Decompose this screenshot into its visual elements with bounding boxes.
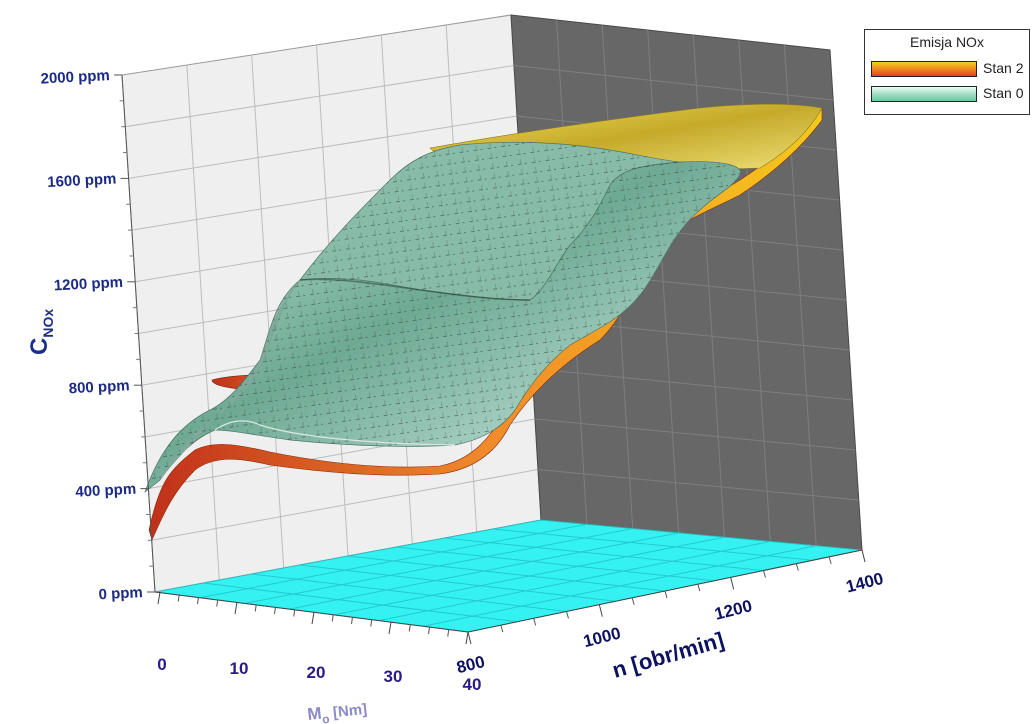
- side-grid-h: [534, 418, 856, 451]
- floor-grid-b: [299, 564, 616, 602]
- m-minor-tick: [197, 596, 199, 605]
- legend-item-stan-2: Stan 2: [871, 60, 1031, 77]
- n-minor-tick: [828, 556, 832, 564]
- floor-grid-b: [251, 573, 567, 612]
- m-tick-label: 10: [230, 659, 249, 678]
- m-tick-mark: [465, 631, 469, 645]
- m-tick-label: 20: [307, 663, 326, 682]
- z-tick-label: 1200 ppm: [53, 274, 123, 295]
- z-axis-title: CNOx: [26, 309, 56, 355]
- n-tick-mark: [861, 549, 866, 563]
- n-minor-tick: [566, 611, 569, 619]
- legend-label-stan-0: Stan 0: [983, 85, 1024, 101]
- floor-grid-b: [203, 582, 518, 623]
- floor-grid-b: [444, 537, 764, 571]
- n-minor-tick: [795, 563, 799, 571]
- floor-grid-b: [347, 555, 666, 592]
- n-tick-mark: [598, 604, 603, 617]
- z-axis-title-sub: NOx: [40, 309, 56, 338]
- z-tick-label: 2000 ppm: [40, 67, 110, 88]
- m-minor-tick: [331, 614, 334, 622]
- legend-item-stan-0: Stan 0: [871, 85, 1031, 102]
- n-minor-tick: [500, 625, 504, 633]
- floor-grid-b: [396, 546, 715, 582]
- m-axis-title-sub: o: [321, 712, 330, 724]
- m-minor-tick: [177, 594, 180, 602]
- z-axis-title-main: C: [26, 338, 53, 355]
- legend-swatch-stan-2: [871, 61, 977, 77]
- z-tick-label: 0 ppm: [98, 584, 143, 603]
- m-axis-title-unit: [Nm]: [328, 701, 368, 722]
- legend: Emisja NOx Stan 2 Stan 0: [864, 29, 1030, 115]
- n-tick-label: 1200: [713, 596, 754, 624]
- legend-swatch-stan-0: [871, 86, 977, 102]
- m-minor-tick: [274, 606, 276, 615]
- m-tick-mark: [388, 621, 392, 635]
- n-tick-label: 800: [455, 652, 487, 677]
- m-minor-tick: [447, 629, 450, 637]
- n-tick-label: 1000: [581, 624, 622, 652]
- m-axis-title-main: M: [306, 704, 322, 724]
- z-tick-label: 800 ppm: [68, 377, 130, 397]
- m-tick-mark: [234, 601, 238, 615]
- surface-stan-0: [144, 141, 741, 494]
- n-axis-title: n [obr/min]: [609, 627, 726, 683]
- z-tick-label: 400 ppm: [75, 481, 137, 501]
- z-axis: 0 ppm 400 ppm 800 ppm 1200 ppm 1600 ppm 2000 …: [40, 67, 156, 603]
- legend-title: Emisja NOx: [910, 34, 984, 50]
- n-tick-mark: [730, 577, 735, 590]
- m-minor-tick: [254, 604, 257, 612]
- m-tick-label: 30: [384, 667, 403, 686]
- side-grid-h: [531, 368, 853, 401]
- m-tick-label: 40: [463, 675, 482, 694]
- m-minor-tick: [216, 599, 219, 607]
- n-minor-tick: [631, 597, 635, 605]
- n-minor-tick: [664, 590, 668, 599]
- m-minor-tick: [408, 624, 411, 632]
- legend-label-stan-2: Stan 2: [983, 60, 1024, 76]
- n-minor-tick: [763, 570, 766, 578]
- m-minor-tick: [428, 626, 430, 635]
- back-grid-v: [251, 54, 285, 569]
- m-minor-tick: [351, 616, 353, 625]
- m-axis: 0 10 20 30 40: [154, 591, 482, 694]
- back-grid-v: [186, 64, 220, 581]
- floor-grid-b: [492, 528, 813, 561]
- n-minor-tick: [697, 584, 701, 592]
- n-tick-mark: [467, 631, 472, 645]
- side-grid-h: [513, 65, 834, 101]
- z-tick-label: 1600 ppm: [47, 170, 117, 191]
- m-axis-title: Mo [Nm]: [306, 699, 368, 724]
- m-tick-mark: [311, 611, 315, 625]
- m-tick-mark: [157, 591, 161, 605]
- m-tick-label: 0: [157, 655, 166, 674]
- n-tick-label: 1400: [844, 569, 885, 597]
- m-minor-tick: [370, 619, 373, 627]
- n-minor-tick: [533, 618, 537, 626]
- m-minor-tick: [293, 609, 296, 617]
- side-grid-h: [537, 469, 859, 501]
- floor-plane: [154, 519, 863, 633]
